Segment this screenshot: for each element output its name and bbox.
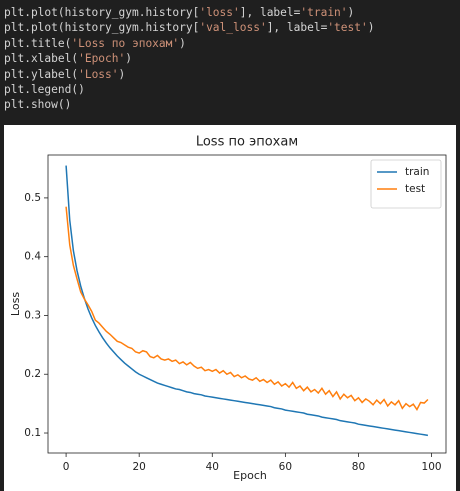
y-axis-label: Loss [9,292,22,316]
code-token: ) [118,67,126,81]
y-tick-label: 0.4 [24,251,41,263]
y-tick-label: 0.5 [24,192,41,204]
code-line: plt.legend() [4,82,460,97]
code-line: plt.plot(history_gym.history['val_loss']… [4,20,460,35]
code-token: ) [179,36,186,50]
x-axis-label: Epoch [233,469,267,482]
code-token: 'Epoch' [78,52,126,66]
code-token: plt.ylabel( [4,67,79,81]
y-tick-label: 0.3 [24,309,41,321]
line-series [65,165,429,437]
legend-label: train [405,166,429,178]
code-token: ], label= [239,6,301,19]
code-line: plt.title('Loss по эпохам') [4,36,460,51]
code-token: plt.xlabel( [4,52,79,66]
legend-label: test [405,183,425,195]
x-tick-label: 100 [422,461,442,473]
code-token: ) [347,6,355,19]
x-tick-label: 20 [132,461,145,473]
y-tick-label: 0.1 [24,427,41,439]
x-tick-label: 40 [206,461,219,473]
plot-frame [47,154,447,454]
code-token: ) [367,21,375,35]
code-token: plt.show() [4,98,72,112]
code-line: plt.show() [4,97,460,112]
code-token: plt.plot(history_gym.history[ [4,21,200,35]
code-line: plt.xlabel('Epoch') [4,51,460,66]
code-token: 'Loss' [78,67,119,81]
x-tick-label: 60 [279,461,292,473]
code-token: 'val_loss' [199,21,267,35]
code-token: 'test' [327,21,368,35]
code-token: plt.title( [4,36,72,50]
y-tick-label: 0.2 [24,368,41,380]
code-token: ], label= [266,21,328,35]
code-token: ) [125,52,132,66]
code-token: plt.plot(history_gym.history[ [4,6,200,19]
code-token: 'Loss по эпохам' [71,36,180,50]
line-series [65,206,429,411]
x-tick-label: 0 [63,461,70,473]
chart-title: Loss по эпохам [196,135,298,150]
code-token: 'loss' [199,6,240,19]
x-tick-label: 80 [352,461,365,473]
chart: Loss по эпохам Epoch Loss 0 20 40 60 80 100 0.… [4,125,456,491]
code-cell: plt.plot(history_gym.history['loss'], la… [0,0,460,116]
legend: train test [370,159,442,209]
code-token: 'train' [300,6,348,19]
code-line: plt.plot(history_gym.history['loss'], la… [4,5,460,20]
code-line: plt.ylabel('Loss') [4,67,460,82]
code-token: plt.legend() [4,83,85,97]
